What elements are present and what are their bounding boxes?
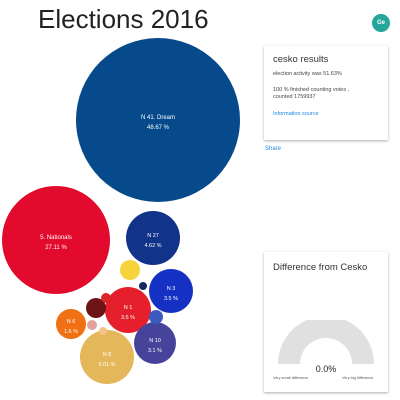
party-bubble-name: N 41. Dream — [141, 115, 175, 121]
counting-status: 100 % finished counting votes , — [273, 87, 350, 93]
party-bubble-percent: 4.62 % — [144, 243, 161, 249]
difference-card: Difference from Cesko 0.0% Very small di… — [264, 252, 388, 392]
party-bubble[interactable] — [139, 282, 147, 290]
election-activity: election activity was 51.63% — [273, 71, 342, 77]
party-bubble[interactable] — [2, 186, 110, 294]
results-card: cesko results election activity was 51.6… — [264, 46, 388, 140]
party-bubble-name: N 27 — [147, 233, 159, 239]
party-bubble-percent: 48.67 % — [147, 125, 170, 131]
party-bubble[interactable] — [86, 298, 106, 318]
party-bubble-name: N 3 — [167, 286, 176, 292]
party-bubble[interactable] — [87, 320, 97, 330]
party-bubble-percent: 27.11 % — [45, 245, 67, 251]
party-bubble-percent: 3.5 % — [121, 315, 135, 321]
gauge-max-label: Very big difference — [342, 376, 374, 380]
party-bubble-name: N 1 — [124, 305, 133, 311]
party-bubble[interactable] — [134, 322, 176, 364]
party-bubble[interactable] — [149, 310, 163, 324]
gauge-track — [278, 320, 374, 364]
party-bubble[interactable] — [105, 287, 151, 333]
party-bubble-percent: 3.5 % — [164, 296, 178, 302]
difference-title: Difference from Cesko — [273, 262, 368, 273]
party-bubble-percent: 5.01 % — [98, 362, 115, 368]
party-bubble[interactable] — [120, 260, 140, 280]
party-bubble[interactable] — [101, 293, 111, 303]
party-bubble-percent: 3.1 % — [148, 348, 162, 354]
avatar[interactable]: Ge — [372, 14, 390, 32]
party-bubble-name: 5. Nationals — [40, 235, 72, 241]
party-bubble[interactable] — [80, 330, 134, 384]
party-bubble[interactable] — [126, 211, 180, 265]
gauge-value: 0.0% — [315, 364, 337, 374]
difference-gauge — [278, 320, 374, 364]
party-bubble[interactable] — [99, 327, 107, 335]
party-bubble[interactable] — [56, 309, 86, 339]
gauge-min-label: Very small difference — [273, 376, 309, 380]
share-link[interactable]: Share — [265, 146, 282, 152]
page-title: Elections 2016 — [38, 4, 209, 34]
party-bubble-name: N 6 — [67, 319, 76, 325]
party-bubble-name: N 10 — [149, 338, 161, 344]
party-bubble-percent: 1.6 % — [64, 329, 78, 335]
results-title: cesko results — [273, 54, 329, 65]
party-bubble[interactable] — [149, 269, 193, 313]
counted-votes: counted 1759937 — [273, 94, 316, 100]
information-source-link[interactable]: Information source — [273, 111, 319, 117]
party-bubble-name: N 8 — [103, 352, 112, 358]
party-bubble-chart: N 41. Dream 48.67 % 5. Nationals 27.11 % N 2… — [2, 38, 240, 384]
party-bubble[interactable] — [76, 38, 240, 202]
